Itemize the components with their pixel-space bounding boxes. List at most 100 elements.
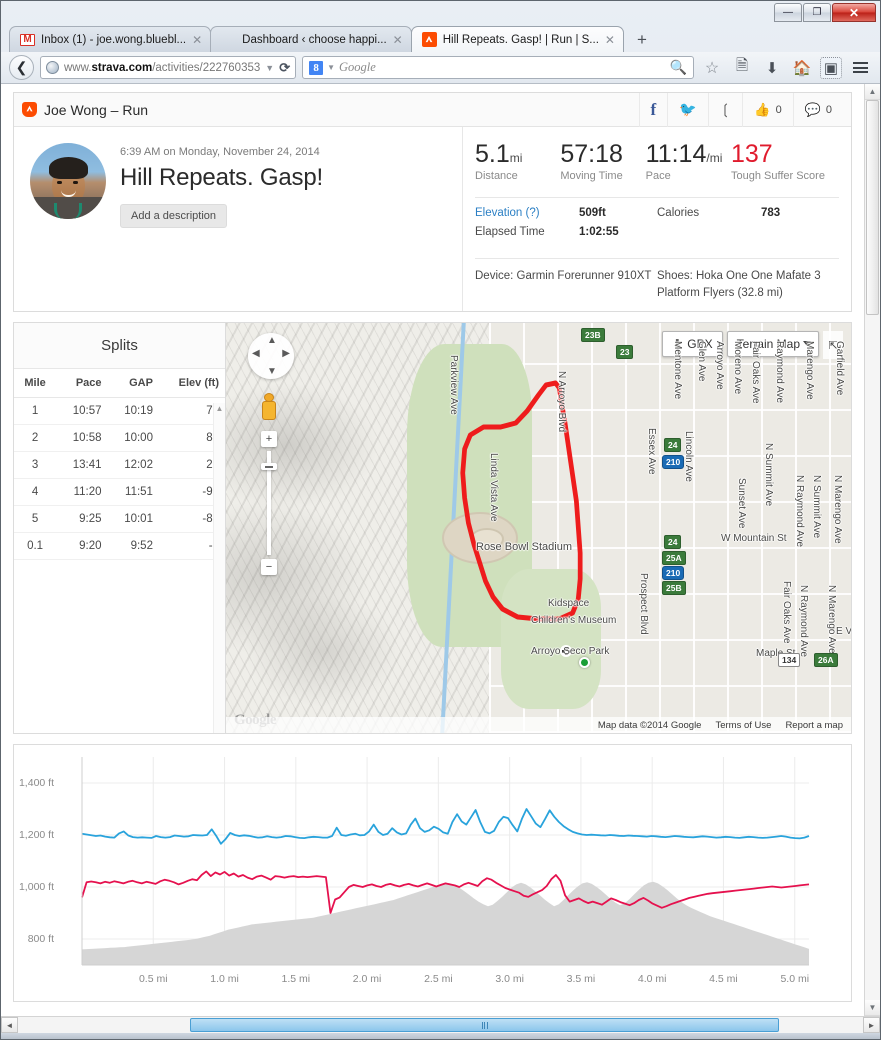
search-bar[interactable]: 8 ▼ Google 🔍 [302,56,694,79]
map-route-shield: 25A [662,551,686,566]
close-icon[interactable]: ✕ [604,32,615,47]
chart-series-heart-rate [81,808,810,846]
search-icon[interactable]: 🔍 [669,59,687,75]
share-button[interactable]: ❲ [707,92,743,127]
new-tab-button[interactable]: + [637,30,647,49]
scroll-up-button[interactable]: ▲ [865,84,880,100]
minimize-button[interactable]: — [774,3,802,22]
x-axis-tick-label: 0.5 mi [138,973,168,986]
scroll-track-horizontal[interactable] [18,1017,863,1033]
table-cell-mile: 4 [14,478,57,507]
map-type-selector[interactable]: Terrain Map [726,331,819,358]
y-axis-tick-label: 800 ft [27,933,54,946]
column-header-gap: GAP [107,369,159,399]
stat-value: 11:14 [645,140,707,168]
scroll-thumb-horizontal[interactable] [190,1018,779,1032]
pan-control[interactable]: ▲ ▼ ◀ ▶ [248,333,294,380]
stat-value: 57:18 [560,140,623,168]
browser-tab-strava[interactable]: Hill Repeats. Gasp! | Run | S... ✕ [410,26,624,52]
stat-label: Tough Suffer Score [730,170,825,183]
table-cell-gap: 10:19 [107,397,159,426]
download-icon[interactable]: ⬇ [765,59,779,77]
chart-series-elevation [82,882,809,966]
zoom-control[interactable]: + − [261,431,277,576]
facebook-icon: f [650,99,657,119]
navigation-bar: ❮ www.strava.com/activities/222760353 ▼ … [1,52,880,84]
splits-scrollbar[interactable]: ▲ [213,403,225,734]
pan-up-icon[interactable]: ▲ [267,335,277,347]
table-row[interactable]: 5 9:25 10:01 -82 [14,505,225,534]
stat-label: Distance [475,170,518,183]
zoom-slider-thumb[interactable] [261,463,277,471]
zoom-out-button[interactable]: − [261,559,277,576]
stat-label: Pace [645,170,671,183]
maximize-button[interactable]: ❐ [803,3,831,22]
zoom-slider-track[interactable] [261,451,277,556]
page-horizontal-scrollbar[interactable]: ◄ ► [1,1016,880,1033]
browser-tab-inbox[interactable]: M Inbox (1) - joe.wong.bluebl... ✕ [9,26,212,52]
close-button[interactable]: ✕ [832,3,876,22]
scroll-right-button[interactable]: ► [863,1017,880,1033]
scroll-down-button[interactable]: ▼ [865,1000,880,1016]
search-input[interactable]: Google [339,60,376,74]
twitter-share-button[interactable]: 🐦 [667,92,707,127]
stat-suffer-score: 137 Tough Suffer Score [731,141,839,184]
x-axis-tick-label: 3.0 mi [495,973,524,986]
map-route-shield: 134 [778,653,801,668]
scroll-thumb[interactable] [866,100,879,315]
table-cell-mile: 0.1 [14,532,57,561]
table-row[interactable]: 4 11:20 11:51 -98 [14,478,225,507]
street-view-pegman-icon[interactable] [260,393,278,421]
map-start-marker [579,657,591,669]
splits-and-map: Splits Mile Pace GAP Elev (ft) 1 10:57 10:… [13,322,852,735]
x-axis-tick-label: 5.0 mi [780,973,810,986]
stat-distance: 5.1mi Distance [475,141,560,184]
close-icon[interactable]: ✕ [192,32,203,47]
elevation-link[interactable]: Elevation (?) [475,207,540,219]
pan-right-icon[interactable]: ▶ [282,348,290,360]
scroll-track[interactable] [865,100,880,1000]
activity-analysis-chart[interactable]: 1,400 ft 1,200 ft 1,000 ft 800 ft 0.5 mi 1.0 … [13,744,852,1003]
back-button[interactable]: ❮ [9,55,34,80]
chevron-down-icon[interactable]: ▼ [265,62,275,73]
download-icon: ⬇ [672,337,683,352]
avatar[interactable] [30,143,106,219]
close-icon[interactable]: ✕ [392,32,403,47]
map-toolbar: ⬇ GPX Terrain Map ⇱ [662,331,843,360]
detail-row-elevation: Elevation (?) 509ft [475,207,657,219]
report-map-link[interactable]: Report a map [785,719,843,731]
social-actions: f 🐦 ❲ 👍 0 💬 0 [638,92,843,127]
reload-icon[interactable]: ⟳ [279,59,291,75]
zoom-in-button[interactable]: + [261,431,277,448]
address-bar[interactable]: www.strava.com/activities/222760353 ▼ ⟳ [40,56,297,79]
pan-left-icon[interactable]: ◀ [252,348,260,360]
menu-icon[interactable] [848,56,872,80]
add-description-button[interactable]: Add a description [120,204,227,228]
pan-down-icon[interactable]: ▼ [267,366,277,378]
comments-button[interactable]: 💬 0 [792,92,843,127]
stat-value: 5.1 [475,140,510,168]
activity-summary-left: 6:39 AM on Monday, November 24, 2014 Hil… [14,127,463,312]
fullscreen-button[interactable]: ⇱ [823,331,843,360]
activity-map[interactable]: ▲ ▼ ◀ ▶ + − [226,323,851,734]
facebook-share-button[interactable]: f [638,92,668,127]
photo-icon [221,32,236,47]
terms-of-use-link[interactable]: Terms of Use [715,719,772,731]
chevron-down-icon[interactable]: ▼ [327,63,336,72]
reader-icon[interactable]: 🗎 [735,57,749,74]
chart-canvas: 1,400 ft 1,200 ft 1,000 ft 800 ft 0.5 mi 1.0 … [14,745,851,1001]
browser-tab-dashboard[interactable]: Dashboard ‹ choose happi... ✕ [210,26,412,52]
download-gpx-button[interactable]: ⬇ GPX [662,331,723,358]
map-park-area-south [501,569,601,709]
kudos-button[interactable]: 👍 0 [742,92,792,127]
scroll-left-button[interactable]: ◄ [1,1017,18,1033]
home-icon[interactable]: 🏠 [792,59,812,77]
table-row[interactable]: 0.19:209:52-7 [14,532,225,561]
star-icon[interactable]: ☆ [704,59,720,77]
scroll-up-icon[interactable]: ▲ [215,404,224,414]
screenshot-icon[interactable]: ▣ [820,56,842,79]
page-vertical-scrollbar[interactable]: ▲ ▼ [864,84,880,1016]
